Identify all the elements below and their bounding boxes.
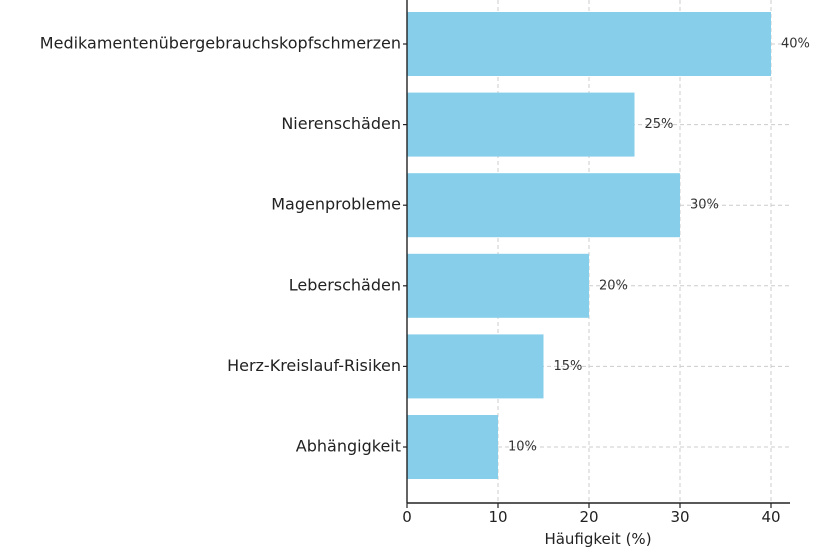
category-label: Magenprobleme	[271, 195, 401, 214]
bar	[407, 173, 680, 238]
category-label: Medikamentenübergebrauchskopfschmerzen	[40, 34, 401, 53]
category-label: Abhängigkeit	[296, 437, 401, 456]
data-label: 25%	[645, 117, 674, 132]
axes: 0 10 20 30 40	[402, 0, 790, 526]
x-axis-title: Häufigkeit (%)	[544, 530, 651, 548]
x-tick-label: 20	[579, 508, 598, 526]
data-label: 20%	[599, 278, 628, 293]
bar	[407, 334, 544, 399]
bar	[407, 253, 589, 318]
bar	[407, 92, 635, 157]
bar	[407, 12, 771, 76]
data-label: 30%	[690, 198, 719, 213]
bar	[407, 415, 498, 479]
category-labels: Medikamentenübergebrauchskopfschmerzen Ni…	[40, 34, 401, 456]
category-label: Herz-Kreislauf-Risiken	[227, 356, 401, 375]
x-tick-label: 0	[402, 508, 412, 526]
category-label: Leberschäden	[289, 275, 401, 294]
x-tick-label: 10	[488, 508, 507, 526]
data-label: 15%	[554, 359, 583, 374]
bars	[407, 12, 771, 479]
category-label: Nierenschäden	[281, 114, 401, 133]
x-tick-label: 30	[670, 508, 689, 526]
x-tick-label: 40	[761, 508, 780, 526]
data-labels: 40% 25% 30% 20% 15% 10%	[508, 37, 810, 455]
data-label: 40%	[781, 37, 810, 52]
data-label: 10%	[508, 440, 537, 455]
